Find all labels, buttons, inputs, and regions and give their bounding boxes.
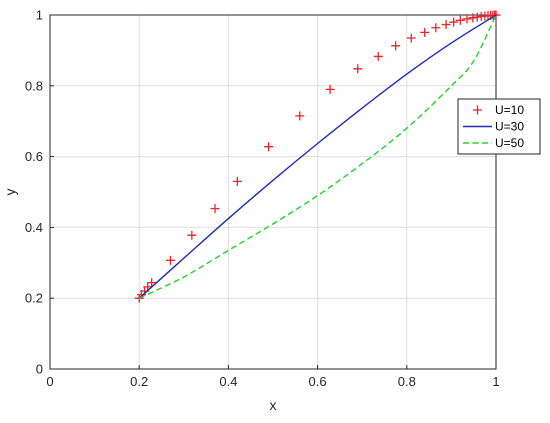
data-point — [472, 12, 482, 22]
data-point — [210, 204, 220, 214]
data-point — [295, 111, 305, 121]
data-point — [147, 278, 157, 288]
data-point — [455, 15, 465, 25]
series-u-50-line — [138, 14, 497, 299]
data-point — [325, 84, 335, 94]
series-u-10 — [134, 10, 501, 303]
legend-item-u-30: U=30 — [463, 120, 524, 134]
x-tick-label: 0.6 — [309, 374, 327, 389]
grid — [49, 14, 497, 370]
data-point — [187, 230, 197, 240]
x-tick-label: 0.8 — [398, 374, 416, 389]
data-point — [431, 23, 441, 33]
series-u-30-line — [138, 14, 497, 299]
data-point — [406, 33, 416, 43]
data-point — [441, 20, 451, 30]
legend: U=10 U=30 U=50 — [457, 98, 541, 155]
y-tick-label: 0.4 — [25, 220, 43, 235]
data-point — [468, 13, 478, 23]
data-point — [373, 51, 383, 61]
data-point — [264, 142, 274, 152]
y-tick-label: 0.8 — [25, 78, 43, 93]
data-point — [462, 14, 472, 24]
legend-item-u-50: U=50 — [463, 136, 524, 150]
x-tick-label: 1 — [492, 374, 499, 389]
data-point — [353, 64, 363, 74]
y-axis-ticks: 0 0.2 0.4 0.6 0.8 1 — [25, 8, 54, 377]
legend-label: U=10 — [495, 103, 524, 117]
y-tick-label: 0.6 — [25, 149, 43, 164]
x-axis-ticks: 0 0.2 0.4 0.6 0.8 1 — [46, 365, 500, 389]
legend-label: U=50 — [495, 136, 524, 150]
x-tick-label: 0 — [46, 374, 53, 389]
legend-item-u-10: U=10 — [473, 103, 524, 117]
data-point — [232, 176, 242, 186]
series-layer — [134, 10, 501, 303]
y-tick-label: 0.2 — [25, 291, 43, 306]
x-tick-label: 0.2 — [130, 374, 148, 389]
data-point — [449, 17, 459, 27]
data-point — [391, 41, 401, 51]
x-axis-label: x — [270, 397, 277, 413]
y-tick-label: 0 — [36, 362, 43, 377]
legend-swatch — [473, 105, 482, 115]
y-tick-label: 1 — [36, 8, 43, 23]
legend-label: U=30 — [495, 120, 524, 134]
x-tick-label: 0.4 — [219, 374, 237, 389]
y-axis-label: y — [2, 189, 18, 196]
plot-area — [49, 14, 497, 370]
data-point — [420, 27, 430, 37]
data-point — [165, 255, 175, 265]
